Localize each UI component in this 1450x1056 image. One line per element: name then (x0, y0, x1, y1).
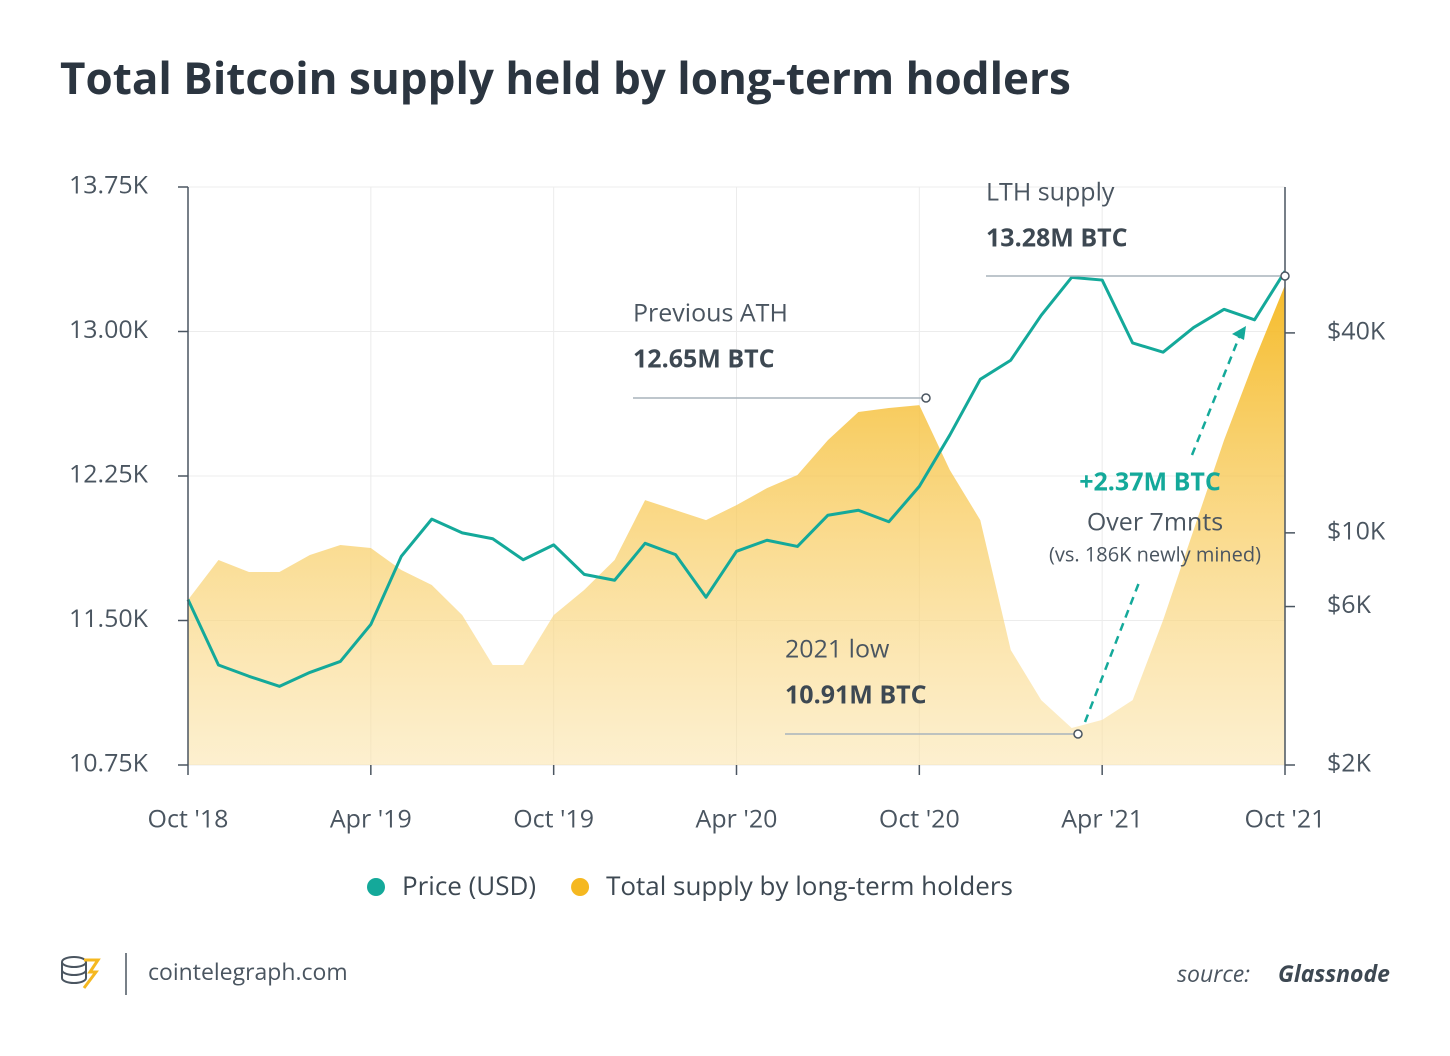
source: Glassnode (1278, 957, 1390, 989)
annotation: 12.65M BTC (633, 342, 775, 376)
legend-marker (367, 878, 385, 896)
trend-arrow (1083, 579, 1142, 723)
annotation: +2.37M BTC (1079, 465, 1221, 499)
annotation: LTH supply (986, 175, 1115, 209)
x-tick-label: Oct '20 (879, 802, 960, 836)
annotation: 13.28M BTC (986, 221, 1128, 255)
marker (1073, 729, 1083, 739)
y-tick-label: 12.25K (69, 457, 149, 491)
annotation: 2021 low (785, 632, 890, 666)
site: cointelegraph.com (148, 955, 348, 987)
annotation: 10.91M BTC (785, 678, 927, 712)
marker (1280, 271, 1290, 281)
source-label: source: (1177, 957, 1250, 989)
price-line (186, 270, 1287, 688)
x-tick-label: Apr '21 (1061, 802, 1143, 836)
x-tick-label: Oct '19 (513, 802, 594, 836)
x-tick-label: Apr '20 (696, 802, 778, 836)
y2-tick-label: $2K (1327, 746, 1372, 780)
y2-tick-label: $40K (1327, 314, 1386, 348)
x-tick-label: Oct '18 (148, 802, 229, 836)
area (188, 285, 1285, 765)
y2-tick-label: $10K (1327, 514, 1386, 548)
legend-marker (571, 878, 590, 896)
y-tick-label: 13.00K (69, 312, 149, 346)
logo (61, 956, 101, 989)
legend-label: Total supply by long-term holders (606, 867, 1013, 903)
annotation: Previous ATH (633, 296, 788, 330)
y-tick-label: 10.75K (69, 746, 149, 780)
x-tick-label: Apr '19 (330, 802, 412, 836)
y-tick-label: 11.50K (69, 601, 149, 635)
annotation: Over 7mnts (1087, 505, 1223, 539)
annotation: (vs. 186K newly mined) (1049, 540, 1261, 567)
legend-label: Price (USD) (402, 867, 536, 903)
trend-arrow (1190, 334, 1242, 456)
marker (921, 393, 931, 403)
y2-tick-label: $6K (1327, 587, 1372, 621)
y-tick-label: 13.75K (69, 168, 149, 202)
x-tick-label: Oct '21 (1245, 802, 1326, 836)
chart-title: Total Bitcoin supply held by long-term h… (60, 47, 1071, 107)
arrow-head (1232, 326, 1246, 340)
